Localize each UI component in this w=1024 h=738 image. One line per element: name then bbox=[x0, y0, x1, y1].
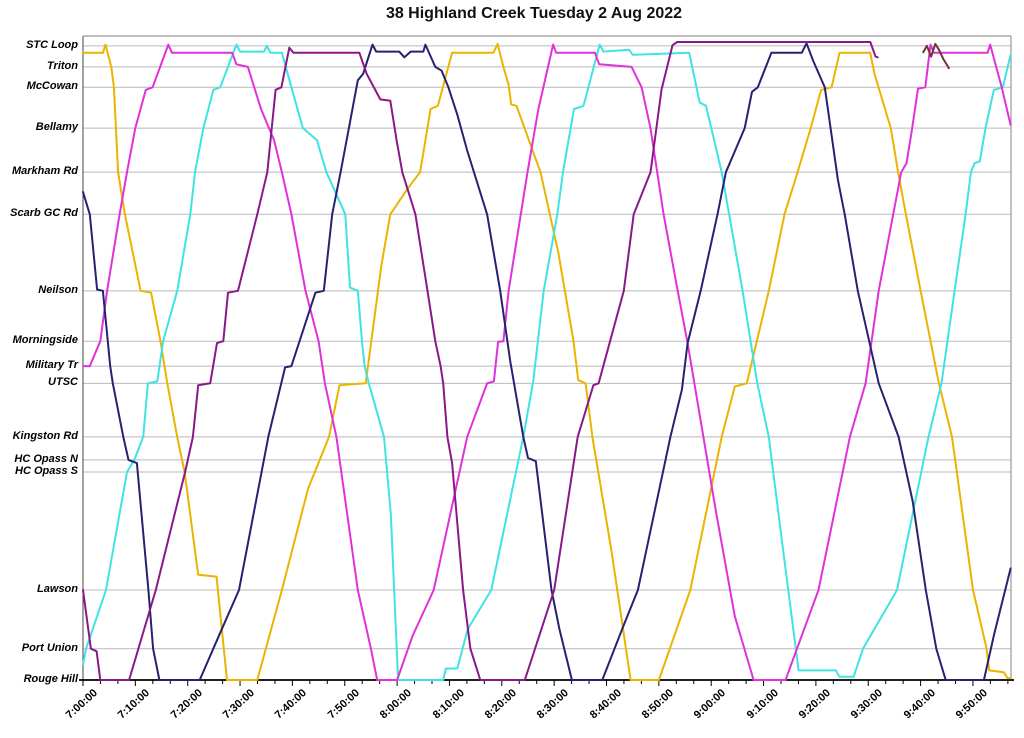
y-axis-label-kingston-rd: Kingston Rd bbox=[12, 429, 78, 442]
y-axis-label-bellamy: Bellamy bbox=[35, 121, 78, 134]
y-axis-label-military-tr: Military Tr bbox=[25, 359, 78, 372]
y-axis-label-lawson: Lawson bbox=[37, 583, 78, 596]
series-line-bus-purple bbox=[82, 41, 879, 681]
series-line-bus-cyan bbox=[82, 43, 1012, 681]
y-axis-label-mccowan: McCowan bbox=[26, 80, 78, 93]
y-axis-label-neilson: Neilson bbox=[38, 283, 78, 296]
y-axis-label-triton: Triton bbox=[47, 59, 78, 72]
series-line-bus-navy bbox=[82, 42, 1012, 681]
y-axis-label-morningside: Morningside bbox=[12, 334, 78, 347]
series-line-bus-magenta bbox=[82, 43, 1012, 681]
y-axis-label-scarb-gc-rd: Scarb GC Rd bbox=[10, 207, 78, 220]
series-line-bus-gold bbox=[82, 42, 1012, 681]
y-axis-label-markham-rd: Markham Rd bbox=[11, 165, 78, 178]
y-axis-label-port-union: Port Union bbox=[21, 641, 78, 654]
series-line-bus-short-trip-maroon bbox=[922, 42, 950, 70]
y-axis-label-stc-loop: STC Loop bbox=[26, 38, 78, 51]
chart-title: 38 Highland Creek Tuesday 2 Aug 2022 bbox=[385, 5, 683, 22]
y-axis-label-utsc: UTSC bbox=[48, 376, 78, 389]
y-axis-label-hc-opass-n: HC Opass N bbox=[14, 452, 78, 465]
y-axis-label-rouge-hill: Rouge Hill bbox=[23, 673, 78, 685]
y-axis-label-hc-opass-s: HC Opass S bbox=[15, 465, 78, 477]
